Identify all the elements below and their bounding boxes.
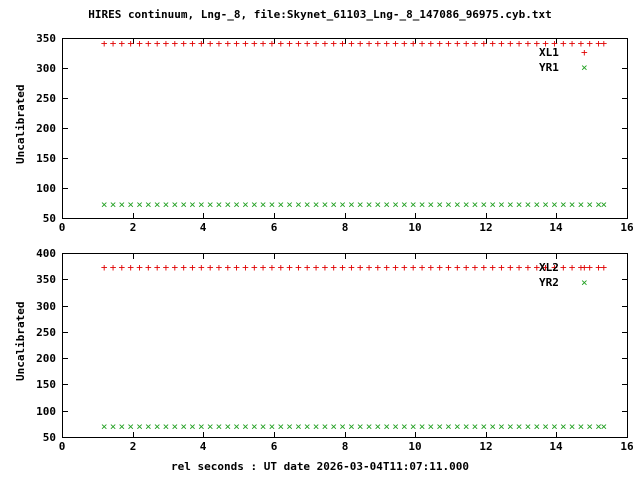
y-axis-tick — [622, 128, 627, 129]
y-axis-tick-label: 350 — [36, 32, 56, 45]
y-axis-tick-label: 400 — [36, 247, 56, 260]
x-axis-tick — [486, 432, 487, 437]
x-axis-tick — [133, 254, 134, 259]
y-axis-tick — [622, 279, 627, 280]
x-axis-tick-label: 8 — [341, 221, 349, 234]
axes-frame — [62, 38, 628, 219]
y-axis-tick-label: 50 — [42, 212, 56, 225]
y-axis-tick — [63, 128, 68, 129]
x-axis-tick — [415, 213, 416, 218]
y-axis-tick-label: 150 — [36, 152, 56, 165]
y-axis-tick — [622, 358, 627, 359]
y-axis-tick — [622, 68, 627, 69]
y-axis-tick — [622, 306, 627, 307]
x-axis-tick — [486, 254, 487, 259]
legend-label-yr2: YR2 — [539, 276, 559, 289]
x-axis-tick — [274, 254, 275, 259]
x-axis-tick — [345, 432, 346, 437]
x-axis-tick-label: 6 — [270, 221, 278, 234]
legend-label-xl2: XL2 — [539, 261, 559, 274]
x-axis-tick-label: 10 — [408, 221, 422, 234]
x-axis-tick — [203, 254, 204, 259]
y-axis-tick-label: 200 — [36, 122, 56, 135]
y-axis-tick — [63, 98, 68, 99]
y-axis-tick — [622, 332, 627, 333]
x-axis-tick — [556, 254, 557, 259]
x-axis-tick — [203, 39, 204, 44]
x-axis-tick — [133, 432, 134, 437]
legend-symbol-yr1: × — [581, 61, 588, 74]
y-axis-tick-label: 100 — [36, 182, 56, 195]
x-axis-tick — [274, 213, 275, 218]
x-axis-tick — [486, 39, 487, 44]
x-axis-tick-label: 4 — [199, 440, 207, 453]
y-axis-tick — [622, 188, 627, 189]
y-axis-label: Uncalibrated — [14, 84, 27, 164]
x-axis-tick — [133, 213, 134, 218]
y-axis-tick — [63, 358, 68, 359]
x-axis-tick-label: 0 — [58, 440, 66, 453]
x-axis-tick — [556, 432, 557, 437]
x-axis-tick — [345, 254, 346, 259]
x-axis-tick-label: 4 — [199, 221, 207, 234]
x-axis-tick — [415, 39, 416, 44]
legend-label-yr1: YR1 — [539, 61, 559, 74]
x-axis-tick — [556, 39, 557, 44]
y-axis-tick-label: 250 — [36, 326, 56, 339]
x-axis-tick-label: 6 — [270, 440, 278, 453]
x-axis-tick-label: 14 — [549, 440, 563, 453]
y-axis-label: Uncalibrated — [14, 301, 27, 381]
y-axis-tick — [63, 188, 68, 189]
y-axis-tick-label: 300 — [36, 62, 56, 75]
x-axis-tick — [486, 213, 487, 218]
x-axis-tick — [203, 432, 204, 437]
x-axis-tick-label: 12 — [479, 221, 493, 234]
y-axis-tick-label: 200 — [36, 352, 56, 365]
x-axis-tick-label: 2 — [129, 221, 137, 234]
y-axis-tick — [63, 384, 68, 385]
y-axis-tick-label: 50 — [42, 431, 56, 444]
page-title: HIRES continuum, Lng-_8, file:Skynet_611… — [88, 8, 552, 21]
legend-symbol-xl1: + — [581, 46, 588, 59]
x-axis-tick — [556, 213, 557, 218]
y-axis-tick-label: 100 — [36, 405, 56, 418]
x-axis-tick-label: 12 — [479, 440, 493, 453]
x-axis-tick — [274, 432, 275, 437]
x-axis-tick-label: 10 — [408, 440, 422, 453]
y-axis-tick-label: 350 — [36, 273, 56, 286]
x-axis-tick-label: 16 — [620, 440, 634, 453]
y-axis-tick — [63, 332, 68, 333]
y-axis-tick-label: 150 — [36, 378, 56, 391]
x-axis-tick-label: 2 — [129, 440, 137, 453]
y-axis-tick-label: 300 — [36, 300, 56, 313]
x-axis-tick — [274, 39, 275, 44]
x-axis-tick — [415, 254, 416, 259]
y-axis-tick — [622, 98, 627, 99]
x-axis-tick-label: 8 — [341, 440, 349, 453]
legend-symbol-xl2: + — [581, 261, 588, 274]
x-axis-label: rel seconds : UT date 2026-03-04T11:07:1… — [170, 460, 469, 473]
y-axis-tick — [622, 384, 627, 385]
x-axis-tick — [415, 432, 416, 437]
y-axis-tick — [622, 158, 627, 159]
x-axis-tick-label: 16 — [620, 221, 634, 234]
x-axis-tick-label: 14 — [549, 221, 563, 234]
y-axis-tick — [63, 68, 68, 69]
legend-label-xl1: XL1 — [539, 46, 559, 59]
x-axis-tick — [133, 39, 134, 44]
x-axis-tick — [345, 213, 346, 218]
y-axis-tick — [63, 158, 68, 159]
axes-frame — [62, 253, 628, 438]
legend-symbol-yr2: × — [581, 276, 588, 289]
y-axis-tick — [63, 306, 68, 307]
x-axis-tick-label: 0 — [58, 221, 66, 234]
x-axis-tick — [345, 39, 346, 44]
y-axis-tick-label: 250 — [36, 92, 56, 105]
y-axis-tick — [622, 411, 627, 412]
y-axis-tick — [63, 411, 68, 412]
x-axis-tick — [203, 213, 204, 218]
y-axis-tick — [63, 279, 68, 280]
